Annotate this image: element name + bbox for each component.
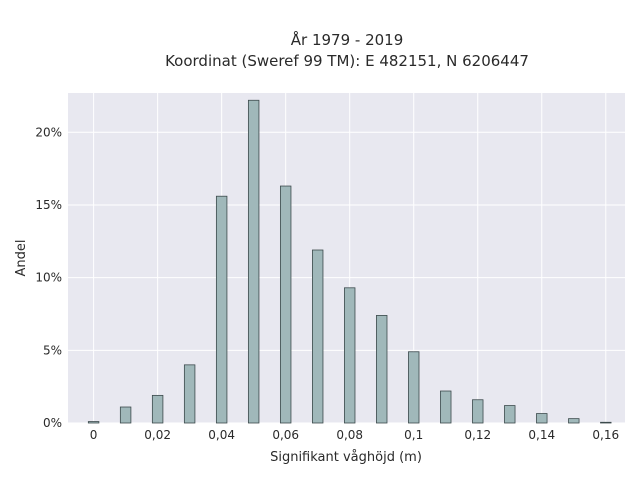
histogram-bar — [87, 421, 100, 424]
y-tick-label: 10% — [35, 271, 62, 285]
histogram-bar — [279, 185, 292, 424]
y-axis-label: Andel — [14, 240, 29, 277]
histogram-bar — [215, 195, 228, 424]
histogram-bar — [247, 99, 260, 424]
histogram-bar — [440, 390, 452, 424]
histogram-bar — [568, 418, 580, 424]
x-tick-label: 0,14 — [528, 428, 555, 442]
x-tick-label: 0,08 — [336, 428, 363, 442]
histogram-bar — [151, 394, 164, 424]
x-tick-labels: 0 0,02 0,04 0,06 0,08 0,1 0,12 0,14 0,16 — [90, 428, 619, 442]
histogram-bar — [376, 315, 388, 424]
y-tick-label: 0% — [43, 416, 62, 430]
y-tick-label: 20% — [35, 125, 62, 139]
histogram-bar — [600, 421, 612, 424]
histogram-bar — [119, 406, 132, 424]
y-tick-label: 15% — [35, 198, 62, 212]
bars-layer — [87, 99, 612, 424]
histogram-bar — [408, 351, 420, 424]
histogram-bar — [504, 405, 516, 424]
histogram-bar — [344, 287, 356, 424]
x-tick-label: 0 — [90, 428, 98, 442]
chart-title-line1: År 1979 - 2019 — [291, 30, 404, 49]
x-tick-label: 0,02 — [144, 428, 171, 442]
x-tick-label: 0,06 — [272, 428, 299, 442]
x-tick-label: 0,16 — [592, 428, 619, 442]
histogram-bar — [472, 399, 484, 424]
x-tick-label: 0,04 — [208, 428, 235, 442]
x-axis-label: Signifikant våghöjd (m) — [270, 450, 422, 465]
x-tick-label: 0,12 — [464, 428, 491, 442]
y-tick-labels: 0% 5% 10% 15% 20% — [35, 125, 62, 430]
chart-title-line2: Koordinat (Sweref 99 TM): E 482151, N 62… — [165, 52, 529, 70]
histogram-bar — [183, 364, 196, 424]
x-tick-label: 0,1 — [404, 428, 423, 442]
y-tick-label: 5% — [43, 343, 62, 357]
histogram-bar — [536, 413, 548, 424]
histogram-bar — [312, 249, 324, 424]
